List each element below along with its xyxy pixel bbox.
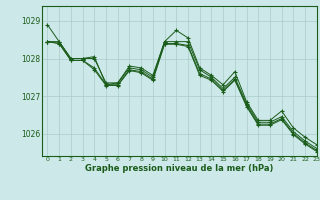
X-axis label: Graphe pression niveau de la mer (hPa): Graphe pression niveau de la mer (hPa) <box>85 164 273 173</box>
